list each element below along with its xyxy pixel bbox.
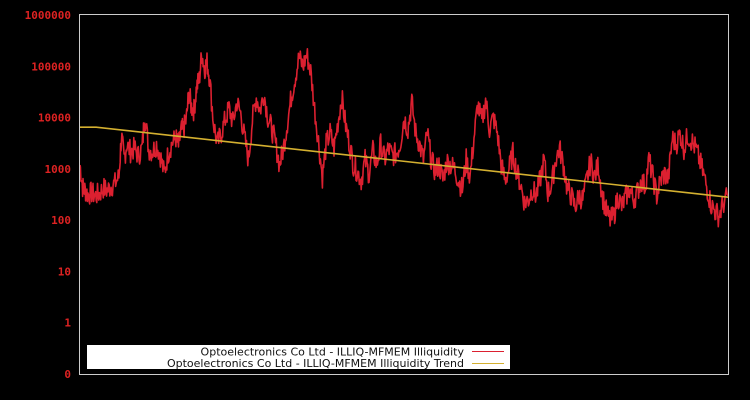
y-tick-label: 10 <box>58 265 71 278</box>
y-tick-label: 10000 <box>38 112 71 125</box>
y-tick-label: 100000 <box>31 60 71 73</box>
y-tick-label: 100 <box>51 214 71 227</box>
y-tick-label: 1 <box>64 317 71 330</box>
plot-frame <box>79 14 729 375</box>
illiquidity-series-line <box>79 47 729 228</box>
y-tick-label: 1000 <box>45 163 72 176</box>
illiquidity-trend-line <box>80 126 729 198</box>
y-tick-label: 1000000 <box>25 9 71 22</box>
y-tick-label: 0 <box>64 368 71 381</box>
legend: Optoelectronics Co Ltd - ILLIQ-MFMEM Ill… <box>87 345 510 370</box>
series-layer <box>79 47 729 228</box>
legend-label-trend: Optoelectronics Co Ltd - ILLIQ-MFMEM Ill… <box>167 357 464 370</box>
legend-label-series: Optoelectronics Co Ltd - ILLIQ-MFMEM Ill… <box>201 346 465 359</box>
legend-box <box>87 345 510 369</box>
